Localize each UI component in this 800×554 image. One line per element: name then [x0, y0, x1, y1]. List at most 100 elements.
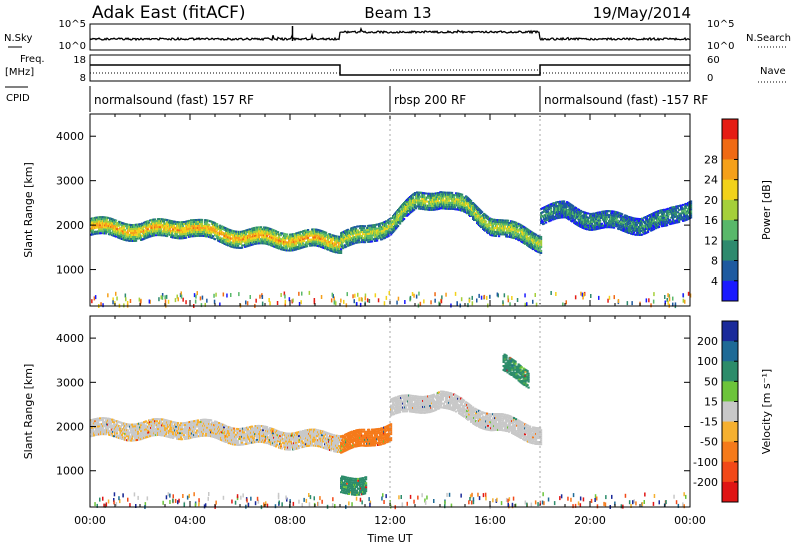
power-cell — [178, 221, 181, 224]
power-cell — [539, 247, 542, 250]
power-cell — [460, 207, 463, 210]
power-cell — [590, 294, 592, 298]
velocity-cell — [99, 417, 102, 420]
power-cell — [299, 233, 302, 236]
power-cell — [616, 225, 619, 228]
power-cell — [138, 231, 141, 234]
power-cell — [535, 233, 538, 236]
power-cell — [175, 235, 178, 237]
power-cell — [268, 298, 270, 302]
power-cell — [151, 228, 154, 231]
power-cell — [690, 202, 693, 205]
power-cell — [512, 222, 515, 225]
power-cell — [507, 298, 510, 303]
power-cell — [340, 298, 342, 303]
power-cell — [593, 212, 596, 215]
power-cell — [419, 205, 422, 208]
power-cell — [502, 300, 504, 305]
power-ytick-label: 2000 — [56, 219, 84, 232]
power-cell — [664, 295, 666, 299]
power-cell — [412, 203, 415, 206]
power-cell — [200, 303, 203, 308]
power-cell — [453, 196, 456, 199]
power-cell — [445, 201, 448, 204]
power-cell — [532, 299, 534, 304]
power-cell — [550, 207, 553, 210]
power-cell — [232, 232, 235, 235]
power-cell — [334, 247, 337, 250]
power-cell — [250, 236, 253, 238]
power-cell — [689, 293, 692, 298]
power-cell — [343, 299, 345, 304]
velocity-cell — [116, 430, 119, 433]
power-cell — [678, 209, 681, 211]
power-cell — [398, 207, 401, 210]
power-cell — [434, 208, 437, 211]
power-cell — [589, 216, 592, 219]
power-cell — [300, 300, 302, 305]
sky-noise-trace — [89, 26, 691, 42]
power-cell — [346, 241, 349, 244]
power-cell — [467, 303, 469, 308]
power-cell — [129, 239, 132, 242]
power-cell — [360, 231, 363, 234]
power-cell — [249, 295, 251, 299]
power-cell — [446, 199, 449, 202]
power-cell — [639, 228, 642, 230]
power-cell — [146, 230, 149, 233]
power-cell — [513, 233, 516, 236]
power-cell — [534, 245, 537, 248]
power-cell — [682, 203, 685, 206]
power-cell — [295, 244, 298, 247]
power-cell — [396, 214, 399, 217]
power-cell — [92, 229, 95, 232]
power-cell — [503, 229, 506, 232]
power-cell — [261, 234, 264, 237]
power-cell — [565, 300, 567, 305]
power-cell — [628, 226, 631, 228]
power-cell — [586, 228, 589, 231]
power-cell — [320, 295, 323, 299]
power-cell — [655, 227, 658, 230]
power-cell — [613, 226, 616, 229]
power-cell — [451, 191, 454, 194]
power-cell — [646, 227, 649, 230]
power-cell — [183, 221, 186, 223]
power-cell — [284, 302, 286, 307]
power-cell — [264, 236, 267, 239]
power-cell — [672, 296, 674, 301]
power-cell — [399, 220, 402, 223]
power-cell — [201, 295, 204, 300]
freq-label: Freq. — [20, 54, 45, 65]
power-cell — [214, 238, 217, 241]
power-cell — [420, 207, 423, 210]
power-cell — [280, 238, 283, 241]
power-cell — [422, 208, 425, 211]
power-cell — [321, 232, 324, 235]
power-cell — [497, 293, 499, 298]
velocity-cell — [93, 434, 96, 437]
power-cell — [555, 207, 558, 210]
power-cell — [133, 232, 136, 234]
power-colorbar-tick-label: 24 — [704, 174, 718, 187]
power-cell — [275, 234, 278, 237]
power-cell — [227, 234, 230, 237]
power-cell — [639, 232, 642, 234]
power-cell — [322, 240, 325, 243]
velocity-cell — [129, 431, 132, 434]
power-cell — [561, 216, 564, 219]
power-cell — [560, 206, 563, 209]
power-cell — [596, 225, 599, 228]
power-cell — [354, 293, 356, 298]
power-cell — [139, 229, 142, 232]
power-cell — [569, 215, 572, 218]
power-cell — [550, 209, 553, 212]
power-cell — [133, 226, 136, 228]
power-cell — [374, 293, 377, 298]
power-cell — [133, 228, 136, 230]
power-cell — [438, 195, 441, 198]
power-cell — [373, 230, 376, 233]
power-cell — [466, 212, 469, 215]
power-cell — [341, 243, 344, 246]
freq-panel-frame — [89, 54, 691, 82]
